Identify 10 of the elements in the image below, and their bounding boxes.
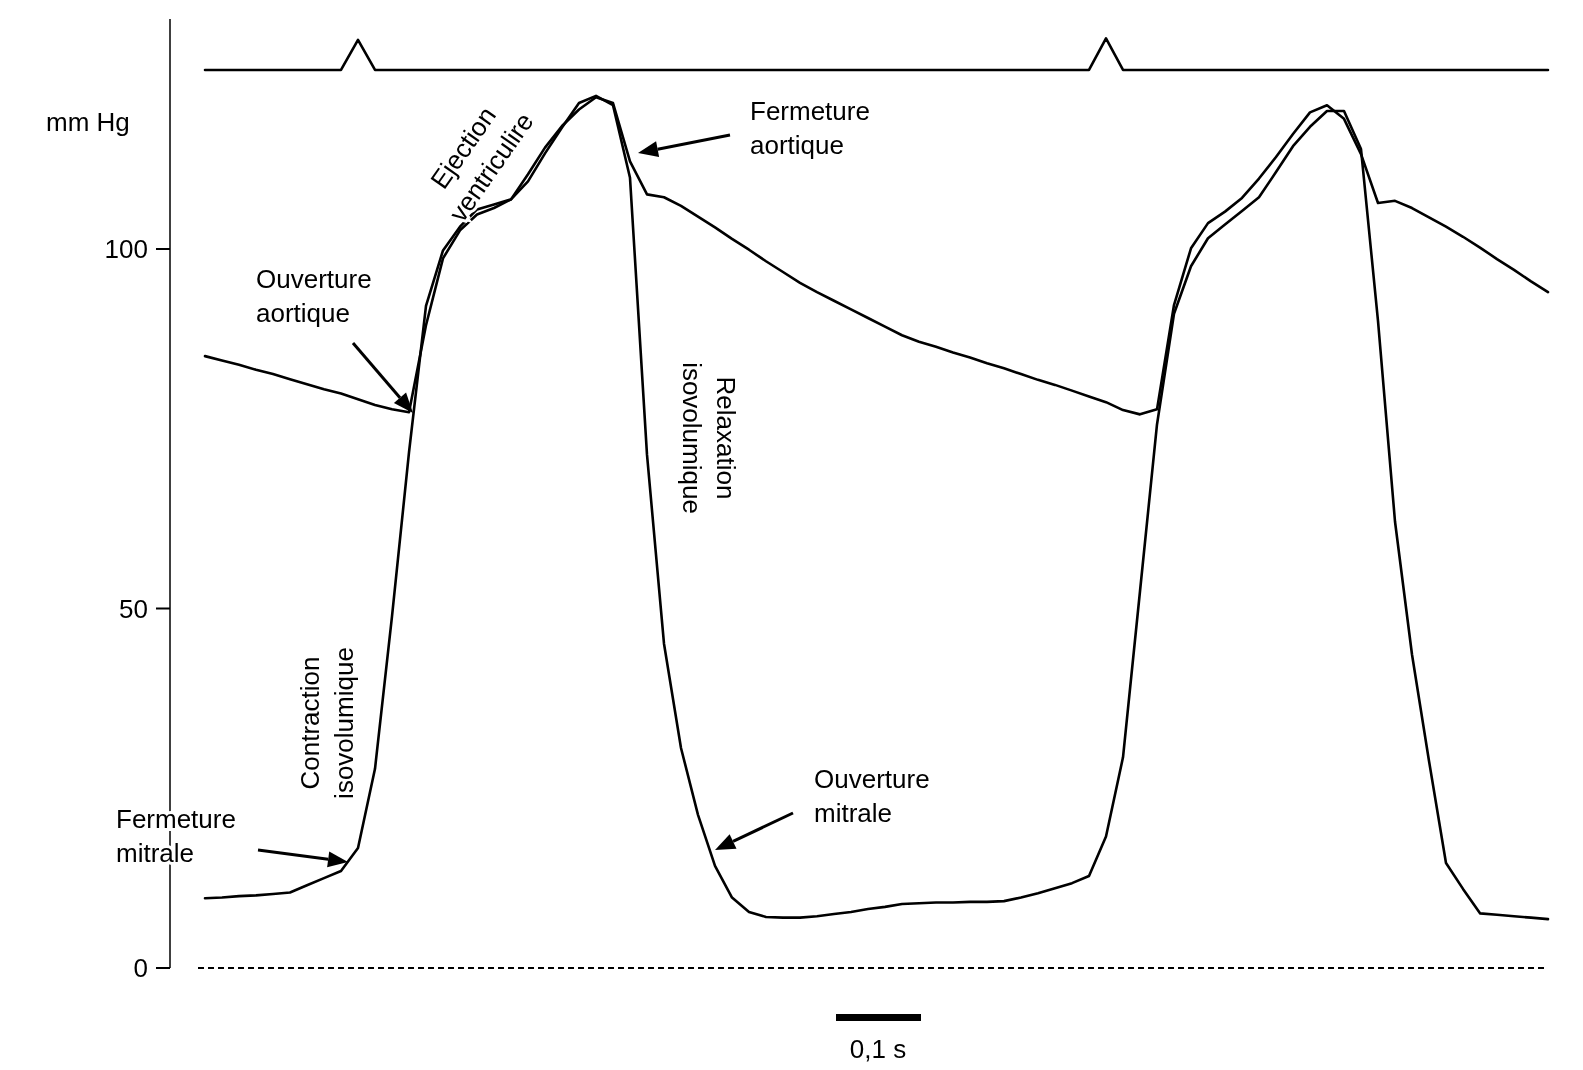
text: 0,1 s <box>849 1034 907 1064</box>
annotation: Relaxation isovolumique <box>677 362 742 514</box>
y-axis-title: mm Hg <box>46 107 130 137</box>
annotation: Ouverture aortique <box>256 264 372 328</box>
y-tick-label: 100 <box>104 234 148 265</box>
y-tick-label: 50 <box>119 593 148 624</box>
annotation: Contraction isovolumique <box>294 647 359 799</box>
y-tick-label: 0 <box>133 953 148 984</box>
annotation: Ouverture mitrale <box>814 764 930 828</box>
annotation: Fermeture aortique <box>750 96 870 160</box>
